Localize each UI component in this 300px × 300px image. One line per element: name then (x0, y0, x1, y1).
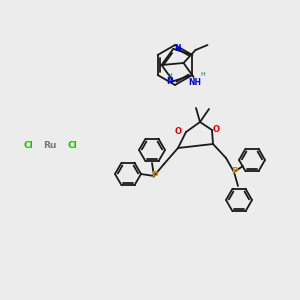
Text: O: O (213, 124, 220, 134)
Text: Cl: Cl (67, 140, 77, 149)
Text: P: P (231, 167, 237, 176)
Text: NH: NH (188, 78, 201, 87)
Text: Ru: Ru (43, 140, 57, 149)
Text: H: H (167, 73, 172, 78)
Text: P: P (151, 172, 157, 181)
Text: N: N (166, 77, 172, 86)
Text: N: N (174, 44, 181, 53)
Text: Cl: Cl (23, 140, 33, 149)
Text: H: H (200, 73, 205, 77)
Text: O: O (175, 127, 182, 136)
